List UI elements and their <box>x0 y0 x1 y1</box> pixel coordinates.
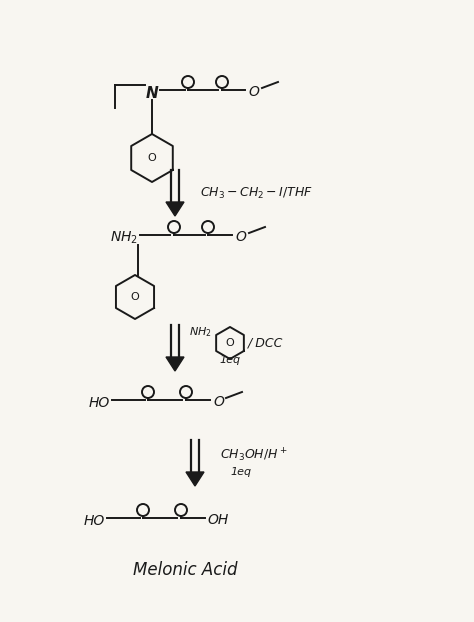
Text: O: O <box>248 85 259 99</box>
Text: $CH_3-CH_2-I/THF$: $CH_3-CH_2-I/THF$ <box>200 185 313 200</box>
Text: O: O <box>131 292 139 302</box>
Text: Melonic Acid: Melonic Acid <box>133 561 237 579</box>
Text: HO: HO <box>89 396 110 410</box>
Text: O: O <box>235 230 246 244</box>
Text: $NH_2$: $NH_2$ <box>189 325 212 339</box>
Text: $CH_3OH/H^+$: $CH_3OH/H^+$ <box>220 447 288 463</box>
Text: OH: OH <box>207 513 228 527</box>
Text: O: O <box>213 395 224 409</box>
Text: 1eq: 1eq <box>230 467 251 477</box>
Text: O: O <box>226 338 234 348</box>
Text: / DCC: / DCC <box>248 337 283 350</box>
Polygon shape <box>166 357 184 371</box>
Polygon shape <box>186 472 204 486</box>
Text: 1eq: 1eq <box>219 355 241 365</box>
Text: O: O <box>147 153 156 163</box>
Text: $NH_2$: $NH_2$ <box>110 230 138 246</box>
Text: HO: HO <box>84 514 105 528</box>
Polygon shape <box>166 202 184 216</box>
Text: N: N <box>146 86 158 101</box>
